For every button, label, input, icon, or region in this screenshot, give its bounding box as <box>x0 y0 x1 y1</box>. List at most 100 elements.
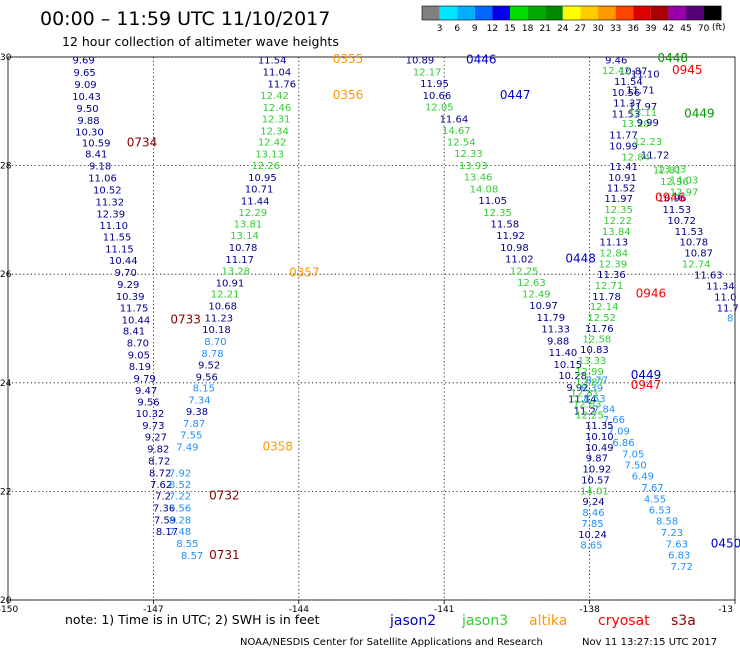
legend-altika: altika <box>529 613 567 629</box>
swh-value: 10.32 <box>136 409 165 420</box>
swh-value: 6.83 <box>668 550 690 561</box>
colorbar-label: 12 <box>487 24 498 34</box>
pass-time-label: 0358 <box>262 439 293 453</box>
swh-value: 12.17 <box>413 68 442 79</box>
plot-frame <box>7 56 736 601</box>
swh-value: 14.03 <box>670 176 699 187</box>
swh-value: 11.35 <box>585 421 614 432</box>
swh-value: 8.39 <box>581 384 603 395</box>
swh-value: 8.15 <box>193 384 215 395</box>
colorbar-label: 70 <box>698 24 710 34</box>
swh-value: 13.46 <box>464 172 493 183</box>
swh-value: 11.36 <box>597 270 626 281</box>
swh-value: 10.91 <box>608 173 637 184</box>
colorbar-swatch <box>686 6 704 20</box>
swh-value: 11.14 <box>568 395 597 406</box>
swh-value: 7.36 <box>153 504 175 515</box>
swh-value: 11.04 <box>263 68 292 79</box>
pass-time-label: 0947 <box>631 378 662 392</box>
swh-value: 4.55 <box>644 494 666 505</box>
swh-value: 12.39 <box>96 209 125 220</box>
pass-time-label: 0357 <box>289 266 320 280</box>
swh-value: 7.62 <box>150 480 172 491</box>
swh-value: 10.44 <box>109 256 138 267</box>
swh-value: 10.15 <box>553 360 582 371</box>
swh-value: 12.36 <box>660 177 689 188</box>
swh-value: 11.34 <box>706 282 735 293</box>
colorbar-label: 36 <box>627 24 639 34</box>
data-points: 9.699.659.0910.439.509.8810.3010.598.419… <box>72 56 739 573</box>
swh-value: 13.11 <box>629 108 658 119</box>
swh-value: 9.99 <box>637 118 659 129</box>
swh-value: 11.15 <box>105 245 134 256</box>
swh-value: 8.41 <box>123 327 145 338</box>
swh-value: 7.84 <box>593 404 615 415</box>
swh-value: 10.30 <box>75 127 104 138</box>
swh-value: 8.57 <box>181 551 203 562</box>
colorbar-label: 18 <box>522 24 534 34</box>
swh-value: 13.29 <box>621 119 650 130</box>
swh-value: 10.28 <box>558 371 587 382</box>
y-tick-label: 26 <box>0 270 12 280</box>
colorbar-swatch <box>439 6 458 20</box>
swh-value: 10.78 <box>229 243 258 254</box>
plot-grid <box>8 56 735 601</box>
swh-value: 9.27 <box>145 433 167 444</box>
swh-value: 9.50 <box>76 104 98 115</box>
legend-cryosat: cryosat <box>598 613 650 629</box>
swh-value: 12.87 <box>575 378 604 389</box>
swh-value: 8.46 <box>582 508 604 519</box>
swh-value: 6.53 <box>649 505 671 516</box>
swh-value: 7.67 <box>641 483 663 494</box>
swh-value: 9.18 <box>89 162 111 173</box>
colorbar-swatch <box>457 6 475 20</box>
plot-axes: -150 -147 -144 -141 -138 -13 30 28 26 24 22 20 <box>0 53 736 615</box>
swh-value: 10.98 <box>500 243 529 254</box>
swh-value: 11.63 <box>694 271 723 282</box>
swh-value: 10.71 <box>245 184 274 195</box>
swh-value: 9.79 <box>134 374 156 385</box>
pass-time-label: 0945 <box>672 63 703 77</box>
swh-value: 9.88 <box>547 336 569 347</box>
swh-value: 12.49 <box>522 290 551 301</box>
y-tick-label: 22 <box>0 487 11 497</box>
swh-value: 11.17 <box>225 255 254 266</box>
y-tick-label: 28 <box>0 162 12 172</box>
swh-value: 8.52 <box>169 480 191 491</box>
swh-value: 8.17 <box>156 527 178 538</box>
swh-value: 9.52 <box>198 360 220 371</box>
swh-value: 8.58 <box>656 517 678 528</box>
swh-value: 11.41 <box>609 162 638 173</box>
colorbar-swatch <box>703 6 722 20</box>
swh-value: 10.95 <box>248 173 277 184</box>
swh-value: 12.31 <box>262 114 291 125</box>
swh-value: 7.63 <box>666 540 688 551</box>
swh-value: 10.18 <box>202 325 231 336</box>
swh-value: 9.82 <box>147 445 169 456</box>
colorbar-label: 21 <box>539 24 550 34</box>
swh-value: 10.97 <box>529 301 558 312</box>
colorbar-label: 39 <box>645 24 657 34</box>
colorbar-swatch <box>615 6 634 20</box>
swh-value: 11.58 <box>490 220 519 231</box>
pass-time-label: 0446 <box>466 53 497 67</box>
swh-value: 12.54 <box>447 138 476 149</box>
swh-value: 8.41 <box>85 150 107 161</box>
swh-value: 8.70 <box>204 337 226 348</box>
swh-value: 7.49 <box>176 442 198 453</box>
swh-value: 11.2 <box>574 406 596 417</box>
swh-value: 7.55 <box>180 430 202 441</box>
swh-value: 12.29 <box>238 208 267 219</box>
swh-value: 11.10 <box>631 69 660 80</box>
swh-value: 11.54 <box>258 56 287 67</box>
swh-value: 10.92 <box>583 465 612 476</box>
swh-value: 9.38 <box>186 407 208 418</box>
swh-value: 11.92 <box>496 231 525 242</box>
swh-value: 13.84 <box>602 227 631 238</box>
pass-time-label: 0450 <box>711 537 740 551</box>
swh-value: 12.34 <box>260 126 289 137</box>
swh-value: 11.53 <box>663 205 692 216</box>
swh-value: 11.54 <box>614 77 643 88</box>
y-tick-label: 20 <box>0 596 12 606</box>
